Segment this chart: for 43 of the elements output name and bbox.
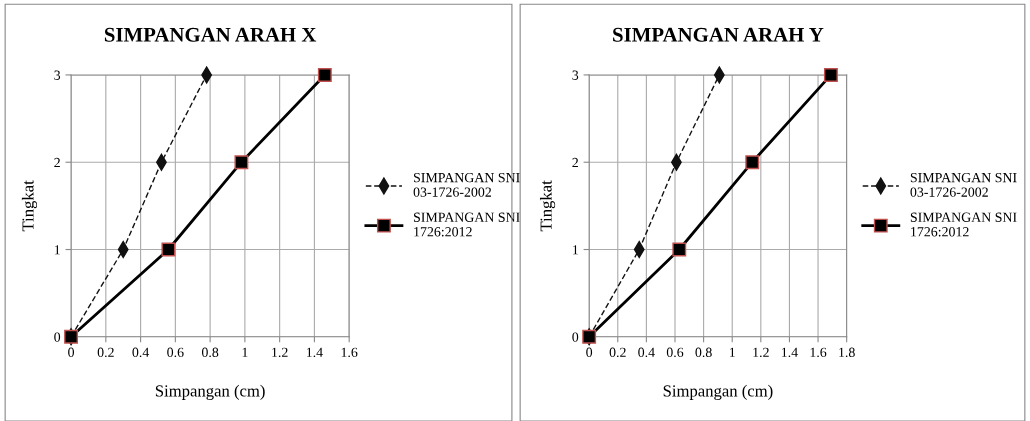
y-axis-title: Tingkat: [539, 180, 556, 232]
x-tick-label: 1.6: [810, 347, 827, 358]
chart-title: SIMPANGAN ARAH Y: [613, 27, 824, 42]
x-tick-label: 1.2: [272, 347, 288, 358]
x-tick-label: 0.8: [695, 347, 712, 358]
x-tick-label: 1.4: [781, 347, 798, 358]
y-tick-label: 2: [572, 157, 578, 168]
x-tick-label: 0.6: [167, 347, 184, 358]
y-tick-label: 3: [572, 70, 579, 80]
x-tick-label: 1: [729, 347, 735, 357]
point: [672, 242, 687, 257]
y-tick-label: 2: [54, 157, 60, 168]
y-tick-label: 0: [572, 332, 579, 342]
x-tick-label: 0.4: [132, 347, 150, 358]
x-tick-label: 0.6: [666, 347, 684, 358]
legend-label: SIMPANGAN SNI 1726:2012: [910, 212, 1017, 237]
x-tick-label: 1: [242, 347, 248, 357]
x-tick-label: 0.2: [609, 347, 626, 358]
x-axis-title: Simpangan (cm): [663, 384, 773, 400]
legend-label: SIMPANGAN SNI 03-1726-2002: [910, 172, 1017, 197]
x-tick-label: 0.8: [201, 347, 219, 358]
x-tick-label: 1.6: [341, 347, 358, 358]
y-tick-label: 0: [54, 332, 61, 342]
legend-label: SIMPANGAN SNI 03-1726-2002: [413, 172, 520, 197]
x-tick-label: 0: [586, 347, 593, 357]
y-tick-label: 3: [54, 70, 61, 80]
x-tick-label: 0.2: [97, 347, 114, 358]
x-tick-label: 1.8: [839, 347, 855, 358]
y-axis-title: Tingkat: [21, 180, 38, 232]
y-tick-label: 1: [573, 245, 578, 255]
point: [234, 155, 249, 170]
point: [745, 155, 760, 170]
y-tick-label: 1: [54, 245, 60, 255]
point: [823, 67, 838, 82]
chart-title: SIMPANGAN ARAH X: [104, 27, 317, 42]
x-tick-label: 0.4: [638, 347, 655, 358]
x-tick-label: 1.2: [753, 347, 769, 358]
x-tick-label: 1.4: [306, 347, 323, 358]
point: [161, 242, 176, 257]
point: [317, 67, 332, 82]
legend-label: SIMPANGAN SNI 1726:2012: [414, 212, 520, 237]
x-tick-label: 0: [68, 347, 75, 357]
x-axis-title: Simpangan (cm): [155, 384, 265, 400]
